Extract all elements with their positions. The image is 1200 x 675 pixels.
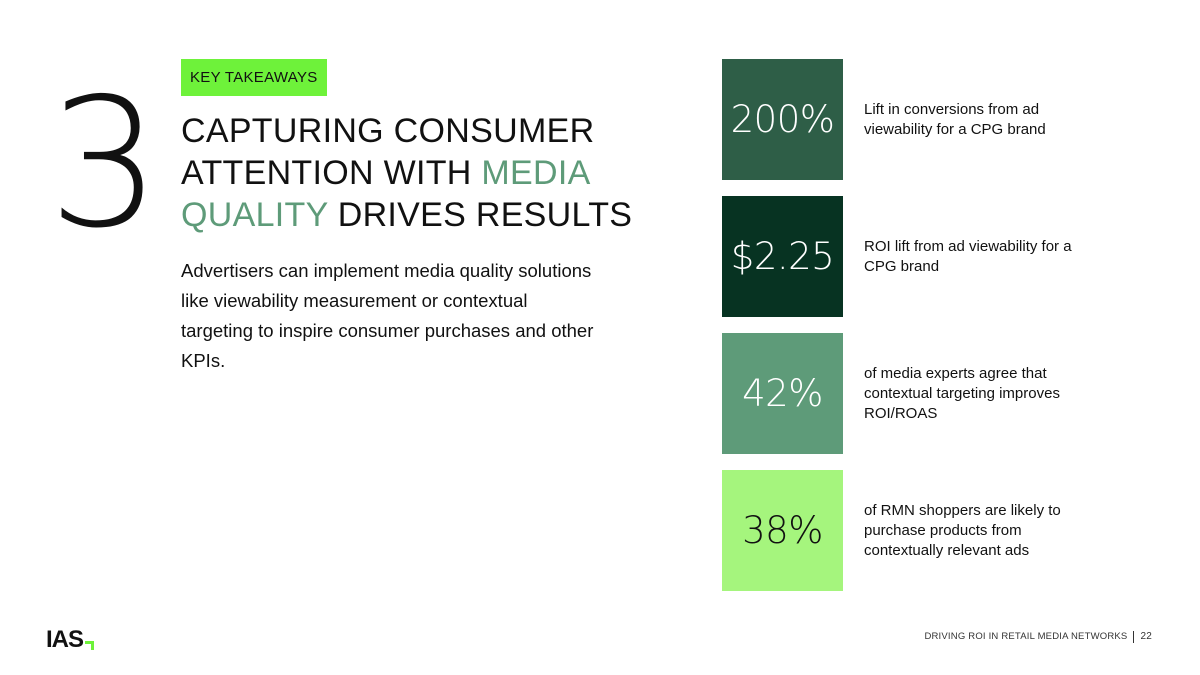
stat-text-3: of media experts agree that contextual t… (864, 365, 1060, 422)
stat-value: 42% (742, 372, 823, 415)
footer-divider (1133, 631, 1135, 643)
stat-value: 38% (742, 509, 823, 552)
stat-text-2: ROI lift from ad viewability for a CPG b… (864, 238, 1072, 275)
section-number: 3 (48, 60, 162, 267)
body-copy: Advertisers can implement media quality … (181, 260, 594, 371)
corner-arrow-icon (85, 641, 95, 650)
logo-text: IAS (46, 626, 84, 653)
stat-box-1: 200% (722, 59, 843, 180)
stat-text-1: Lift in conversions from ad viewability … (864, 101, 1046, 138)
headline-accent: MEDIA QUALITY (181, 154, 589, 234)
headline-part2: DRIVES RESULTS (327, 196, 633, 234)
stat-box-4: 38% (722, 470, 843, 591)
footer: DRIVING ROI IN RETAIL MEDIA NETWORKS 22 (924, 630, 1152, 644)
footer-title: DRIVING ROI IN RETAIL MEDIA NETWORKS (924, 631, 1128, 642)
key-takeaways-badge: KEY TAKEAWAYS (181, 59, 327, 96)
headline-part1: CAPTURING CONSUMER ATTENTION WITH (181, 112, 595, 192)
stat-value: $2.25 (730, 235, 835, 278)
page-title: CAPTURING CONSUMER ATTENTION WITH MEDIA … (181, 110, 651, 236)
ias-logo: IAS (46, 626, 95, 653)
stat-value: 200% (730, 98, 835, 141)
stat-text-4: of RMN shoppers are likely to purchase p… (864, 502, 1061, 559)
stat-box-2: $2.25 (722, 196, 843, 317)
page-number: 22 (1140, 631, 1152, 642)
stat-box-3: 42% (722, 333, 843, 454)
